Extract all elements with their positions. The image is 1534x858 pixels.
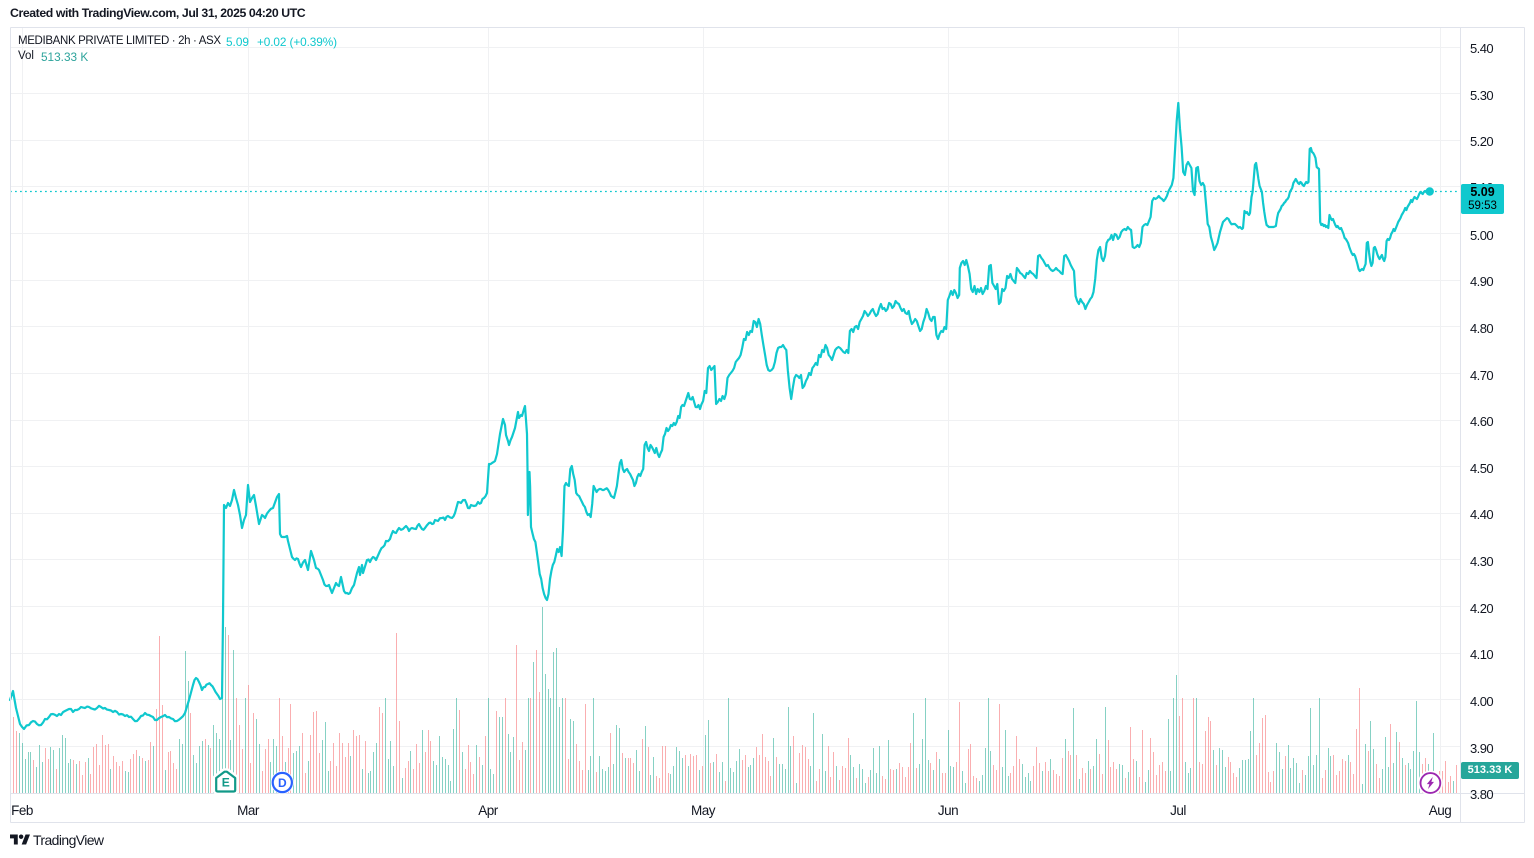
svg-text:D: D [278, 776, 287, 790]
svg-text:E: E [222, 776, 230, 790]
